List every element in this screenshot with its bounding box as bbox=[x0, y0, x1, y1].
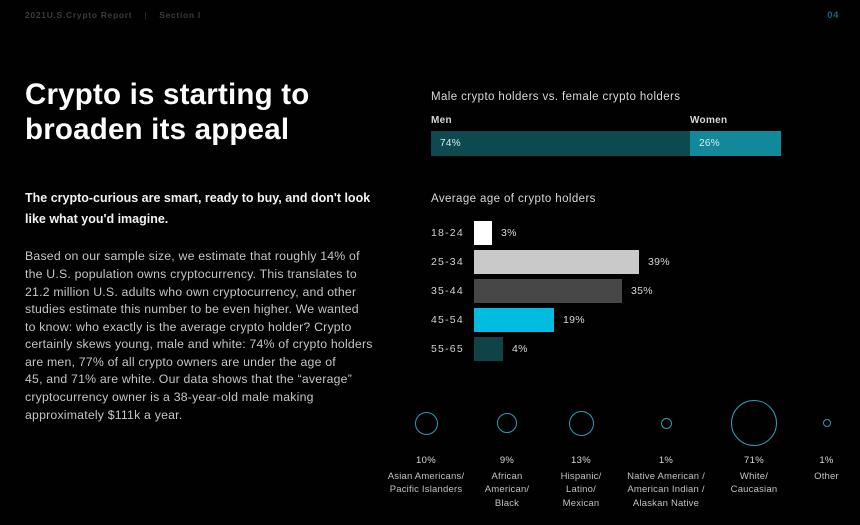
ethnicity-circle-wrap bbox=[469, 398, 545, 448]
ethnicity-label: Other bbox=[814, 471, 839, 482]
ethnicity-percent: 13% bbox=[571, 455, 591, 466]
age-value-label: 3% bbox=[501, 227, 517, 239]
age-bar bbox=[474, 221, 492, 245]
age-value-label: 4% bbox=[512, 343, 528, 355]
age-value-label: 35% bbox=[631, 285, 653, 297]
age-row: 45-54 19% bbox=[431, 308, 781, 332]
gender-chart-title: Male crypto holders vs. female crypto ho… bbox=[431, 91, 681, 103]
ethnicity-circle bbox=[660, 417, 672, 429]
age-bar bbox=[474, 279, 622, 303]
ethnicity-percent: 10% bbox=[416, 455, 436, 466]
gender-segment-value: 74% bbox=[440, 138, 461, 149]
gender-chart-legend: Men Women bbox=[431, 115, 781, 128]
ethnicity-label: White/ Caucasian bbox=[730, 471, 778, 496]
report-title: 2021U.S.Crypto Report bbox=[25, 10, 133, 20]
age-row: 18-24 3% bbox=[431, 221, 781, 245]
women-label: Women bbox=[690, 115, 728, 126]
section-label: Section I bbox=[159, 10, 201, 20]
charts-column: Male crypto holders vs. female crypto ho… bbox=[431, 90, 781, 366]
age-category-label: 55-65 bbox=[431, 343, 464, 355]
gender-segment-value: 26% bbox=[699, 138, 720, 149]
age-bar bbox=[474, 337, 503, 361]
ethnicity-circle-wrap bbox=[793, 398, 860, 448]
ethnicity-circle-wrap bbox=[617, 398, 715, 448]
age-row: 25-34 39% bbox=[431, 250, 781, 274]
gender-stacked-bar: 74% 26% bbox=[431, 131, 781, 156]
ethnicity-column: 10% Asian Americans/ Pacific Islanders bbox=[383, 398, 469, 510]
ethnicity-percent: 71% bbox=[744, 455, 764, 466]
ethnicity-circle bbox=[568, 410, 594, 436]
age-bar bbox=[474, 308, 554, 332]
breadcrumb: 2021U.S.Crypto Report | Section I bbox=[25, 10, 201, 20]
age-bar bbox=[474, 250, 639, 274]
intro-statement: The crypto-curious are smart, ready to b… bbox=[25, 190, 371, 227]
ethnicity-circle bbox=[822, 419, 831, 427]
ethnicity-circle-wrap bbox=[545, 398, 617, 448]
age-value-label: 19% bbox=[563, 314, 585, 326]
ethnicity-percent: 9% bbox=[499, 455, 515, 466]
men-label: Men bbox=[431, 115, 452, 126]
ethnicity-label: Hispanic/ Latino/ Mexican bbox=[560, 471, 602, 509]
ethnicity-label: African American/ Black bbox=[484, 471, 530, 509]
age-category-label: 45-54 bbox=[431, 314, 464, 326]
body-paragraph: Based on our sample size, we estimate th… bbox=[25, 249, 373, 422]
ethnicity-circle-wrap bbox=[383, 398, 469, 448]
ethnicity-label: Native American / American Indian / Alas… bbox=[627, 471, 705, 509]
age-category-label: 18-24 bbox=[431, 227, 464, 239]
gender-chart: Male crypto holders vs. female crypto ho… bbox=[431, 90, 781, 156]
ethnicity-circle bbox=[414, 411, 438, 435]
ethnicity-percent: 1% bbox=[819, 455, 834, 466]
age-value-label: 39% bbox=[648, 256, 670, 268]
age-row: 35-44 35% bbox=[431, 279, 781, 303]
ethnicity-label: Asian Americans/ Pacific Islanders bbox=[387, 471, 465, 496]
page-header: 2021U.S.Crypto Report | Section I 04 bbox=[25, 10, 839, 21]
age-chart-title: Average age of crypto holders bbox=[431, 193, 596, 205]
age-category-label: 25-34 bbox=[431, 256, 464, 268]
age-chart-bars: 18-24 3% 25-34 39% 35-44 35% 45-54 19% 55-65 4% bbox=[431, 221, 781, 361]
ethnicity-chart: 10% Asian Americans/ Pacific Islanders 9% A… bbox=[383, 398, 860, 510]
ethnicity-percent: 1% bbox=[658, 455, 674, 466]
breadcrumb-separator: | bbox=[144, 10, 148, 20]
text-column: Crypto is starting to broaden its appeal… bbox=[25, 78, 417, 424]
page-title: Crypto is starting to broaden its appeal bbox=[25, 78, 310, 146]
page-number: 04 bbox=[827, 10, 839, 21]
ethnicity-circle bbox=[731, 400, 777, 446]
ethnicity-circle-wrap bbox=[715, 398, 793, 448]
gender-segment-men: 74% bbox=[431, 131, 690, 156]
ethnicity-column: 9% African American/ Black bbox=[469, 398, 545, 510]
ethnicity-column: 1% Native American / American Indian / Al… bbox=[617, 398, 715, 510]
ethnicity-column: 13% Hispanic/ Latino/ Mexican bbox=[545, 398, 617, 510]
age-row: 55-65 4% bbox=[431, 337, 781, 361]
ethnicity-column: 71% White/ Caucasian bbox=[715, 398, 793, 510]
gender-segment-women: 26% bbox=[690, 131, 781, 156]
age-category-label: 35-44 bbox=[431, 285, 464, 297]
ethnicity-circle bbox=[497, 413, 517, 433]
age-chart: Average age of crypto holders 18-24 3% 25-… bbox=[431, 192, 781, 361]
ethnicity-column: 1% Other bbox=[793, 398, 860, 510]
